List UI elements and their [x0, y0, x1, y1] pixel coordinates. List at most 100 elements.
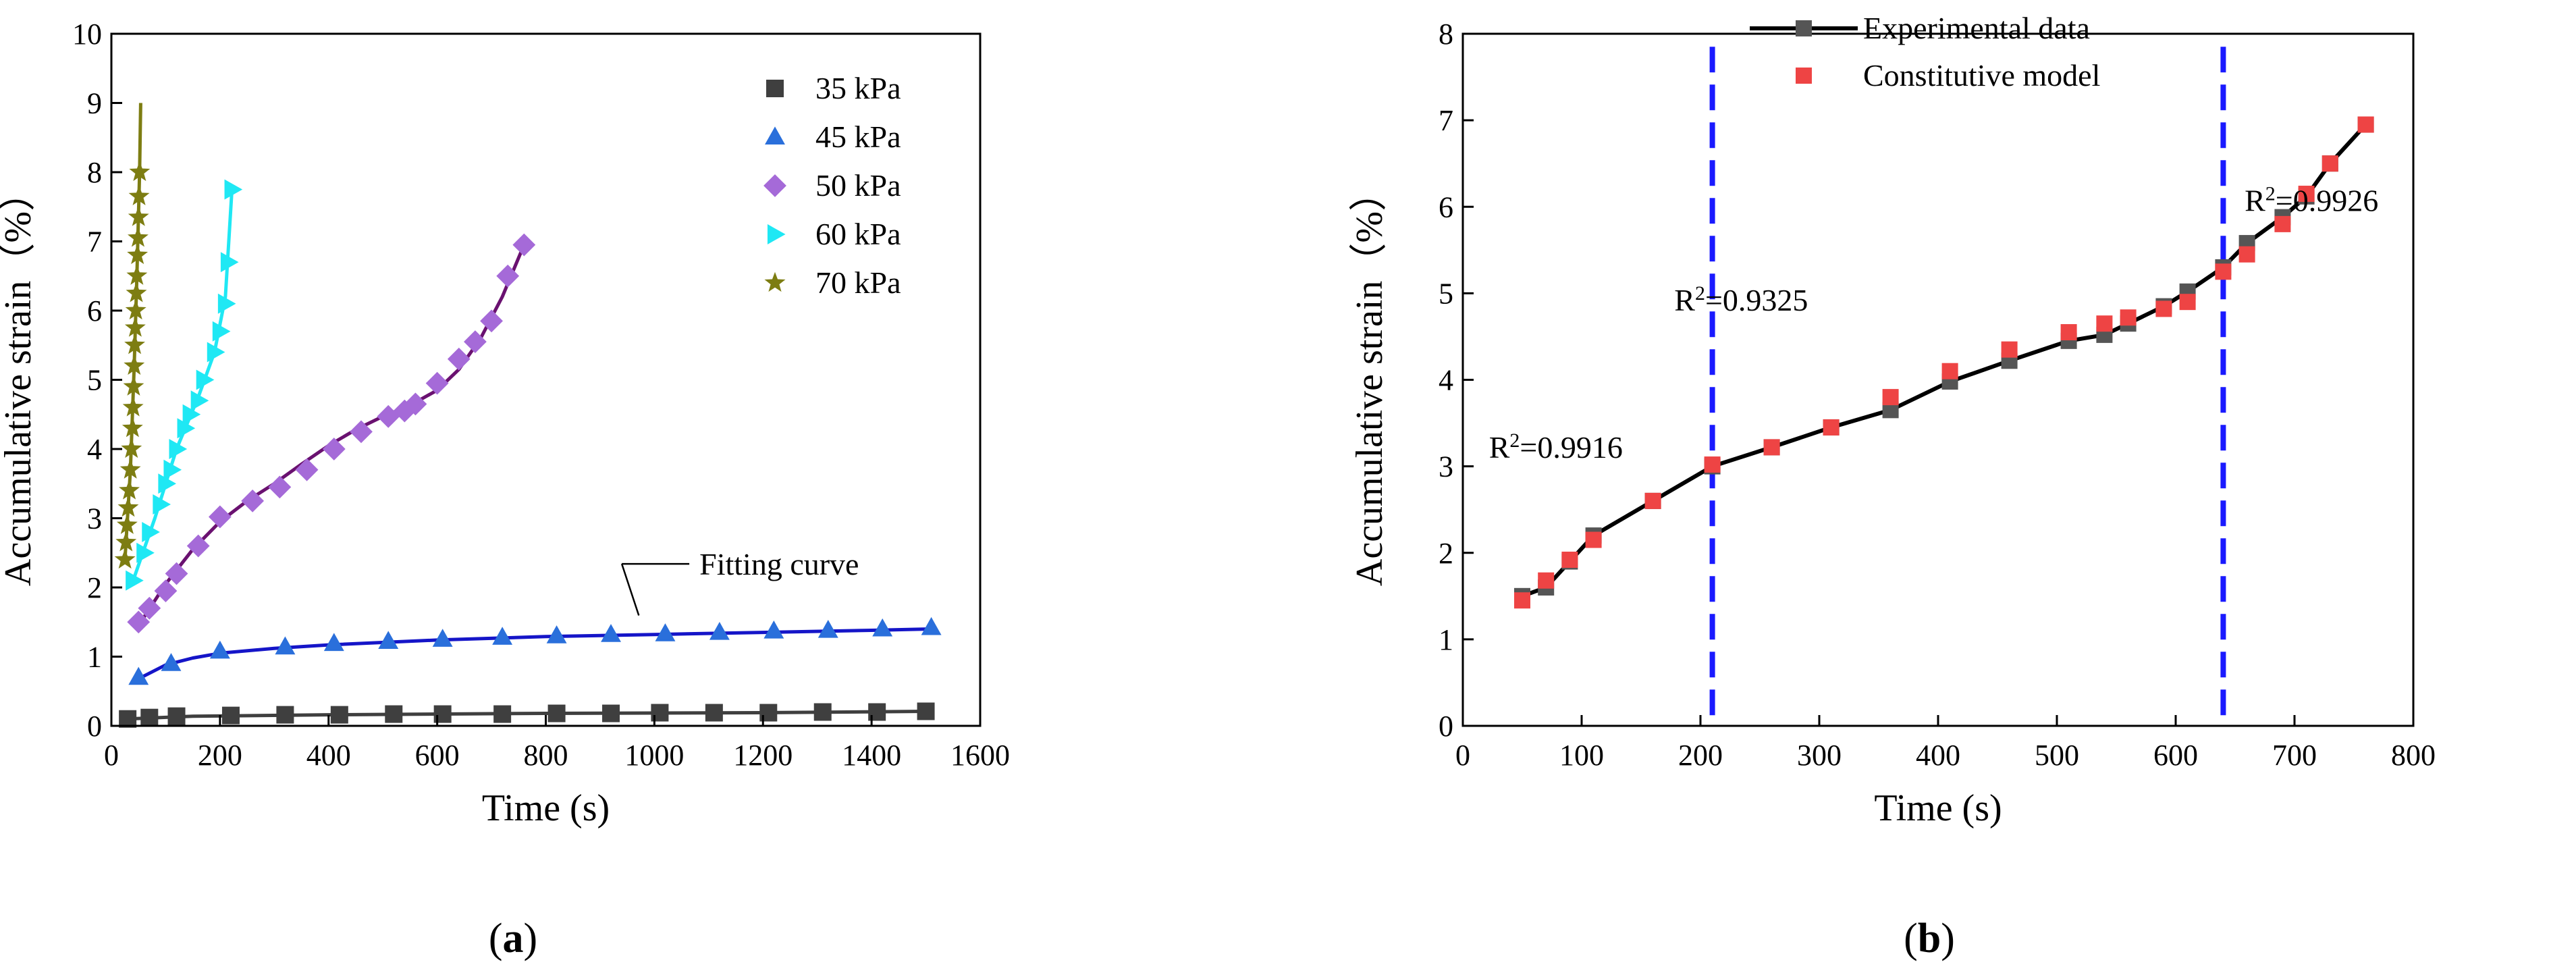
point-50-kpa — [350, 420, 373, 444]
a-x-tick-label: 400 — [306, 739, 351, 772]
b-y-tick-label: 8 — [1439, 18, 1453, 51]
a-x-tick-label: 1000 — [624, 739, 684, 772]
point-constitutive-model — [1585, 531, 1602, 548]
a-y-tick-label: 4 — [87, 433, 102, 466]
panel-label-a-open: ( — [489, 916, 503, 961]
legend-label-60-kpa: 60 kPa — [815, 217, 901, 251]
point-50-kpa — [404, 392, 427, 416]
panel-b-y-axis-title: Accumulative strain（%） — [1349, 174, 1391, 586]
point-45-kpa — [432, 629, 453, 647]
r2-superscript: 2 — [2265, 182, 2276, 205]
point-constitutive-model — [2120, 309, 2137, 326]
point-50-kpa — [208, 505, 232, 529]
legend-marker-45-kpa — [765, 126, 785, 145]
point-70-kpa — [115, 531, 137, 552]
point-35-kpa — [385, 705, 403, 723]
point-constitutive-model — [2322, 155, 2338, 172]
point-50-kpa — [154, 579, 178, 603]
point-constitutive-model — [2357, 116, 2374, 133]
b-y-tick-label: 1 — [1439, 623, 1453, 656]
point-60-kpa — [153, 494, 171, 515]
panel-a: 0 200 400 600 800 1000 1200 1400 1600 0 1 2 3 4 5 6 7 8 9 1… — [0, 18, 1010, 829]
point-50-kpa — [268, 475, 292, 499]
panel-label-a: (a) — [489, 916, 537, 961]
point-45-kpa — [655, 623, 676, 641]
point-35-kpa — [493, 705, 512, 723]
point-constitutive-model — [2179, 294, 2196, 311]
fit-line-35-kpa — [127, 710, 926, 721]
b-x-tick-label: 700 — [2272, 739, 2317, 772]
point-45-kpa — [128, 666, 149, 685]
a-x-tick-label: 1600 — [950, 739, 1010, 772]
point-70-kpa — [126, 282, 147, 302]
point-constitutive-model — [1704, 456, 1721, 473]
panel-b-ticks: 0 100 200 300 400 500 600 700 800 0 1 2 3 4 5 6 7 8 — [1439, 18, 2436, 772]
point-35-kpa — [705, 704, 723, 722]
legend-label-35-kpa: 35 kPa — [815, 71, 901, 105]
point-70-kpa — [114, 548, 136, 569]
point-70-kpa — [122, 396, 144, 417]
experimental-line — [1521, 123, 2367, 598]
panel-a-y-axis-title: Accumulative strain（%） — [0, 174, 39, 586]
panel-label-b: (b) — [1904, 916, 1955, 961]
point-45-kpa — [763, 620, 784, 639]
point-35-kpa — [140, 708, 159, 727]
point-35-kpa — [167, 707, 186, 725]
point-60-kpa — [177, 418, 196, 439]
b-x-tick-label: 0 — [1455, 739, 1470, 772]
point-70-kpa — [119, 458, 141, 479]
point-70-kpa — [122, 417, 143, 438]
legend-marker-35-kpa — [766, 80, 784, 97]
point-35-kpa — [813, 703, 832, 721]
panel-a-x-axis-title: Time (s) — [482, 787, 610, 829]
point-70-kpa — [127, 244, 149, 265]
point-60-kpa — [136, 542, 155, 563]
panel-label-b-open: ( — [1904, 916, 1918, 961]
point-50-kpa — [127, 610, 151, 634]
b-x-tick-label: 200 — [1678, 739, 1723, 772]
panel-a-ticks: 0 200 400 600 800 1000 1200 1400 1600 0 1 2 3 4 5 6 7 8 9 1… — [72, 18, 1010, 772]
point-constitutive-model — [2238, 246, 2255, 263]
panel-b-r2-annotation-2: R2=0.9325 — [1674, 282, 1808, 318]
point-60-kpa — [224, 179, 243, 200]
point-constitutive-model — [1763, 439, 1780, 456]
point-70-kpa — [124, 317, 146, 337]
point-35-kpa — [221, 706, 240, 724]
point-60-kpa — [163, 459, 182, 480]
point-60-kpa — [212, 321, 231, 342]
point-45-kpa — [161, 653, 182, 671]
point-50-kpa — [480, 309, 503, 333]
point-45-kpa — [817, 619, 838, 638]
r2-superscript: 2 — [1695, 282, 1705, 305]
panel-a-fitting-curve-leader — [620, 563, 640, 616]
legend-marker-experimental-data — [1796, 20, 1812, 36]
panel-label-b-letter: b — [1918, 916, 1941, 961]
b-y-tick-label: 6 — [1439, 190, 1453, 223]
point-70-kpa — [124, 354, 145, 375]
panel-label-b-close: ) — [1941, 916, 1955, 961]
point-70-kpa — [123, 375, 144, 396]
point-70-kpa — [119, 479, 140, 500]
panel-a-legend: 35 kPa 45 kPa 50 kPa 60 kPa 70 kPa — [763, 71, 901, 300]
point-constitutive-model — [1882, 389, 1899, 406]
point-constitutive-model — [1514, 592, 1530, 609]
r2-symbol: R — [1674, 283, 1695, 317]
point-constitutive-model — [2060, 324, 2077, 341]
point-60-kpa — [169, 439, 188, 459]
panel-b: 0 100 200 300 400 500 600 700 800 0 1 2 3 4 5 6 7 8 Time … — [1349, 11, 2436, 829]
r2-value: =0.9916 — [1520, 430, 1622, 465]
point-60-kpa — [182, 404, 201, 425]
point-70-kpa — [117, 496, 139, 517]
point-constitutive-model — [2298, 186, 2315, 203]
legend-marker-70-kpa — [764, 271, 786, 292]
point-constitutive-model — [2215, 263, 2232, 280]
b-y-tick-label: 5 — [1439, 277, 1453, 310]
point-45-kpa — [709, 622, 730, 640]
point-50-kpa — [512, 233, 536, 257]
point-70-kpa — [129, 161, 151, 182]
point-50-kpa — [464, 330, 487, 354]
a-y-tick-label: 1 — [87, 641, 102, 674]
point-constitutive-model — [1561, 552, 1578, 568]
a-x-tick-label: 1400 — [842, 739, 901, 772]
